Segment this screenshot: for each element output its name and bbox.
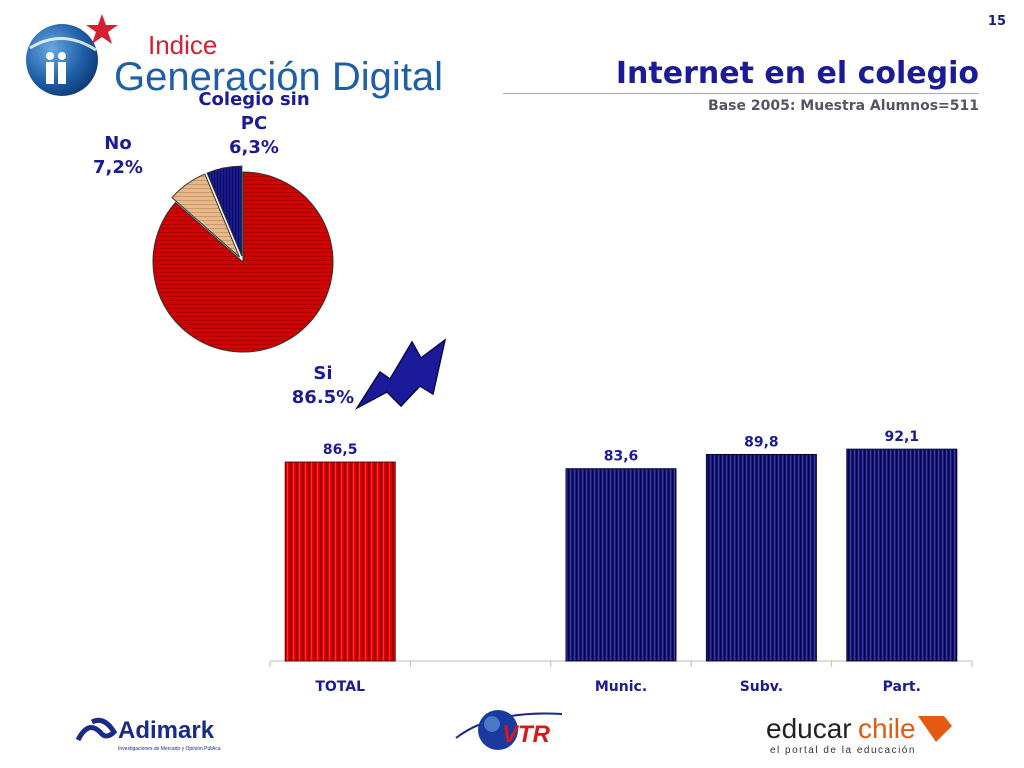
pie-label-colegio-value: 6,3% (229, 137, 279, 158)
educar-text: educar (766, 713, 852, 744)
pie-chart (152, 165, 334, 353)
bar-subv (705, 453, 817, 662)
adimark-logo: Adimark Investigaciones de Mercado y Opi… (75, 717, 221, 752)
bar-value-label: 83,6 (604, 449, 639, 465)
pie-label-si: Si 86.5% (283, 362, 363, 410)
pie-label-si-value: 86.5% (291, 387, 355, 408)
brand-line2: Generación Digital (114, 55, 443, 99)
page-title: Internet en el colegio (615, 56, 979, 91)
adimark-text: Adimark (118, 717, 215, 744)
bar-value-label: 89,8 (744, 434, 779, 450)
pie-label-colegio-line1: Colegio sin (198, 89, 310, 110)
bar-total (284, 461, 396, 662)
pie-label-no-value: 7,2% (93, 157, 143, 178)
pie-slice-colegio-sin-pc (206, 165, 243, 257)
brand-line1: Indice (148, 30, 217, 60)
lightning-arrow-icon (355, 338, 447, 410)
star-icon (86, 14, 118, 44)
pie-label-colegio-line2: PC (240, 113, 268, 134)
x-tick-label: Subv. (740, 679, 783, 695)
title-divider (503, 93, 979, 94)
vtr-text: VTR (502, 721, 551, 748)
pie-label-si-name: Si (313, 363, 333, 384)
educar-arrow-icon (918, 716, 952, 742)
bar-value-label: 86,5 (323, 442, 358, 458)
x-tick-label: Munic. (595, 679, 647, 695)
pie-slice-no (171, 173, 240, 258)
pie-label-colegio-sin-pc: Colegio sin PC 6,3% (192, 88, 316, 160)
pie-label-no-name: No (104, 133, 132, 154)
vtr-logo: VTR (455, 710, 563, 750)
page-subtitle: Base 2005: Muestra Alumnos=511 (708, 98, 979, 114)
bar-part (846, 448, 958, 662)
x-tick-label: TOTAL (315, 679, 365, 695)
indice-generacion-digital-logo: Indice Generación Digital (26, 14, 443, 99)
x-tick-label: Part. (883, 679, 921, 695)
chile-text: chile (858, 713, 916, 744)
bar-chart: 86,5 TOTAL 83,6 Munic. 89,8 Subv. 92,1 Part. (269, 429, 973, 695)
educar-tagline: el portal de la educación (770, 745, 916, 756)
bar-munic (565, 468, 677, 662)
pie-label-no: No 7,2% (86, 132, 150, 180)
pie-slice-si (152, 171, 334, 353)
page-number: 15 (987, 14, 1006, 29)
adimark-tagline: Investigaciones de Mercado y Opinión Púb… (118, 746, 221, 752)
bar-value-label: 92,1 (885, 429, 920, 445)
educarchile-logo: educar chile el portal de la educación (766, 713, 952, 756)
